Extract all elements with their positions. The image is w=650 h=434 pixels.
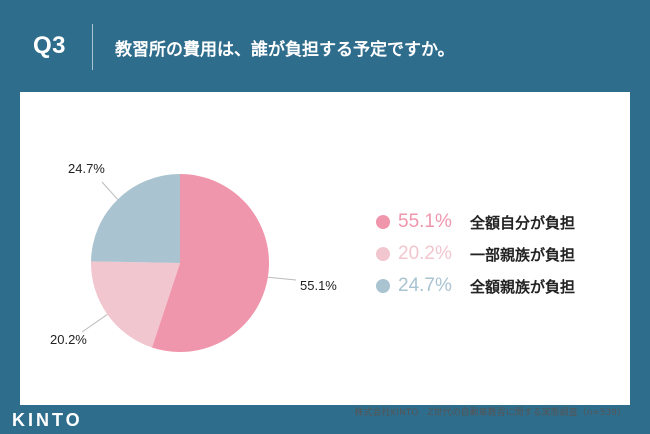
pie-leader-line — [101, 181, 119, 200]
legend-label-self: 全額自分が負担 — [470, 214, 576, 232]
pie-label-self: 55.1% — [300, 278, 337, 293]
header: Q3 教習所の費用は、誰が負担する予定ですか。 — [0, 0, 650, 92]
pie-slice-partial-family — [91, 261, 180, 348]
legend-item-partial-family: 20.2% 一部親族が負担 — [376, 242, 616, 266]
legend-label-full-family: 全額親族が負担 — [470, 278, 576, 296]
legend-pct-full-family: 24.7% — [398, 275, 452, 296]
footer: KINTO 株式会社KINTO Z世代の自動車教習に関する実態調査（n=539） — [0, 405, 650, 434]
legend-dot-full-family — [376, 279, 390, 293]
kinto-logo: KINTO — [12, 410, 83, 430]
header-divider — [92, 24, 93, 70]
pie-label-partial-family: 20.2% — [50, 332, 87, 347]
legend-dot-self — [376, 215, 390, 229]
chart-card: 55.1% 20.2% 24.7% 55.1% 全額自分が負担 20.2% 一部親族… — [20, 92, 630, 405]
question-title: 教習所の費用は、誰が負担する予定ですか。 — [115, 40, 455, 60]
pie-leader-line — [267, 276, 297, 281]
pie-leader-line — [81, 313, 108, 333]
legend-pct-self: 55.1% — [398, 211, 452, 232]
pie-chart: 55.1% 20.2% 24.7% — [50, 161, 337, 352]
pie-slice-self — [151, 174, 269, 352]
legend-item-full-family: 24.7% 全額親族が負担 — [376, 274, 616, 298]
legend-item-self: 55.1% 全額自分が負担 — [376, 210, 616, 234]
legend-dot-partial-family — [376, 247, 390, 261]
legend-label-partial-family: 一部親族が負担 — [470, 246, 576, 264]
pie-label-full-family: 24.7% — [68, 161, 105, 176]
source-note: 株式会社KINTO Z世代の自動車教習に関する実態調査（n=539） — [354, 408, 626, 418]
question-number: Q3 — [33, 32, 67, 59]
pie-slice-full-family — [91, 174, 180, 263]
legend-pct-partial-family: 20.2% — [398, 243, 452, 264]
